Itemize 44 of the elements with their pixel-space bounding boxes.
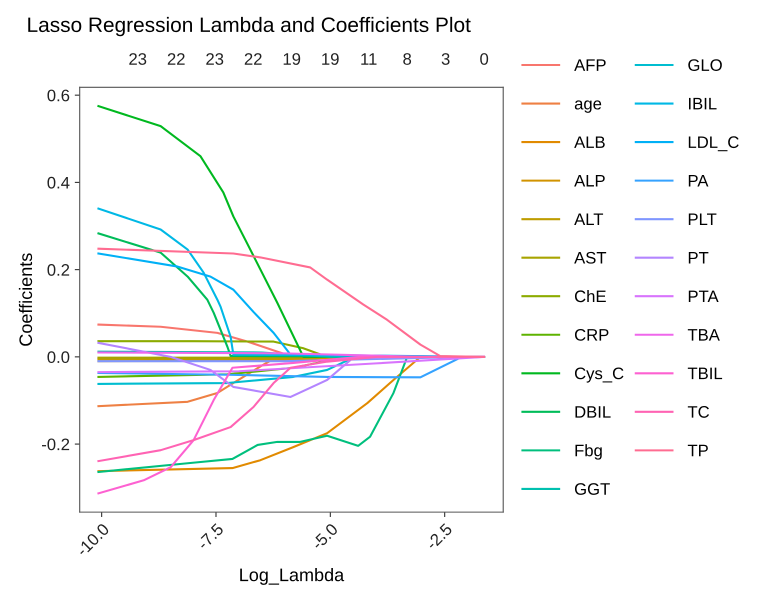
text: 11: [361, 53, 377, 65]
legend-label: ChE: [574, 290, 606, 302]
legend-label: ALP: [574, 174, 605, 186]
legend-label: age: [574, 100, 602, 113]
legend-label: IBIL: [689, 98, 717, 110]
text: 23: [206, 53, 224, 65]
x-tick-label: -5.0: [310, 522, 339, 550]
legend-label: TBIL: [688, 368, 722, 380]
legend-label: TP: [688, 444, 708, 456]
legend-label: ALB: [574, 136, 605, 148]
legend-label: DBIL: [575, 406, 611, 418]
legend-label: PTA: [688, 290, 719, 302]
x-axis-title: Log_Lambda: [240, 568, 344, 585]
legend-label: AST: [574, 252, 606, 264]
text: 0: [480, 53, 488, 65]
legend-label: AFP: [574, 59, 606, 71]
y-tick-label: 0.6: [47, 90, 70, 102]
legend-label: LDL_C: [688, 136, 739, 152]
legend-label: TC: [688, 406, 710, 418]
y-tick-label: 0.0: [47, 351, 70, 364]
text: 19: [284, 53, 300, 65]
legend-label: PA: [688, 174, 708, 186]
legend-label: Cys_C: [574, 367, 624, 383]
legend-label: GGT: [574, 483, 610, 495]
text: 19: [322, 53, 339, 65]
legend-label: PT: [688, 252, 708, 264]
y-tick-label: 0.2: [47, 264, 70, 276]
legend-label: GLO: [688, 59, 722, 72]
chart-title: Lasso Regression Lambda and Coefficients Plot: [28, 16, 471, 36]
text: 8: [403, 53, 412, 65]
y-tick-label: 0.4: [47, 176, 70, 189]
x-tick-label: -2.5: [425, 522, 453, 550]
text: 22: [244, 53, 262, 65]
legend-label: Fbg: [575, 444, 602, 460]
y-tick-label: -0.2: [42, 438, 70, 450]
legend-label: ALT: [574, 214, 604, 225]
text: 22: [168, 53, 185, 65]
legend-label: CRP: [574, 328, 608, 341]
legend-label: PLT: [688, 214, 716, 225]
y-axis-title: Coefficients: [18, 253, 32, 346]
text: 3: [442, 53, 450, 65]
legend-label: TBA: [688, 329, 720, 341]
text: 23: [129, 53, 146, 65]
x-tick-label: -7.5: [196, 522, 224, 550]
